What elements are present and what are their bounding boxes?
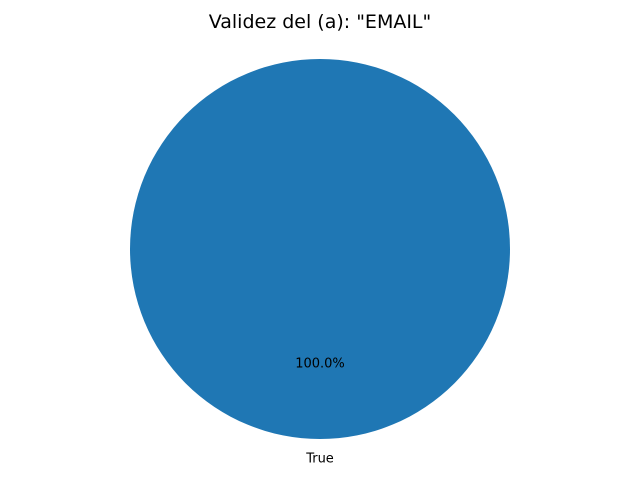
pie-category-label: True bbox=[305, 452, 334, 467]
pie-percent-label: 100.0% bbox=[295, 357, 345, 372]
pie-slice-true bbox=[130, 59, 510, 439]
chart-title: Validez del (a): "EMAIL" bbox=[208, 11, 432, 33]
